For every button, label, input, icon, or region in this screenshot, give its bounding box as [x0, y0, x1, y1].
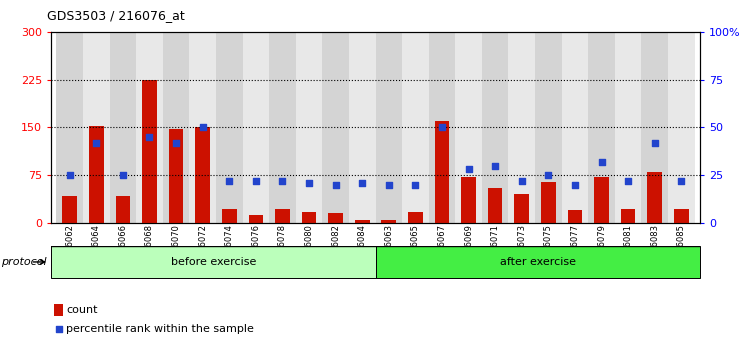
- Bar: [163, 32, 189, 223]
- Bar: [83, 32, 110, 223]
- Bar: [674, 209, 689, 223]
- Bar: [51, 246, 376, 278]
- Bar: [455, 32, 482, 223]
- Bar: [402, 32, 429, 223]
- Bar: [568, 210, 582, 223]
- Bar: [249, 215, 263, 223]
- Bar: [461, 177, 476, 223]
- Bar: [562, 32, 588, 223]
- Bar: [243, 32, 269, 223]
- Bar: [615, 32, 641, 223]
- Point: [303, 180, 315, 186]
- Bar: [541, 182, 556, 223]
- Point: [542, 172, 554, 178]
- Point: [170, 140, 182, 145]
- Bar: [482, 32, 508, 223]
- Bar: [647, 172, 662, 223]
- Bar: [216, 32, 243, 223]
- Bar: [89, 126, 104, 223]
- Text: percentile rank within the sample: percentile rank within the sample: [66, 324, 254, 334]
- Bar: [302, 212, 316, 223]
- Bar: [488, 188, 502, 223]
- Text: GDS3503 / 216076_at: GDS3503 / 216076_at: [47, 9, 185, 22]
- Point: [330, 182, 342, 188]
- Point: [64, 172, 76, 178]
- Bar: [429, 32, 455, 223]
- Point: [596, 159, 608, 165]
- Bar: [621, 209, 635, 223]
- Point: [53, 326, 65, 332]
- Bar: [269, 32, 296, 223]
- Bar: [110, 32, 136, 223]
- Point: [223, 178, 235, 184]
- Bar: [594, 177, 609, 223]
- Point: [409, 182, 421, 188]
- Point: [356, 180, 368, 186]
- Point: [197, 125, 209, 130]
- Bar: [668, 32, 695, 223]
- Point: [436, 125, 448, 130]
- Point: [489, 163, 501, 169]
- Bar: [169, 129, 183, 223]
- Point: [516, 178, 528, 184]
- Bar: [376, 32, 402, 223]
- Bar: [136, 32, 163, 223]
- Point: [649, 140, 661, 145]
- Bar: [275, 209, 290, 223]
- Bar: [508, 32, 535, 223]
- Bar: [142, 80, 157, 223]
- Bar: [55, 304, 63, 316]
- Bar: [588, 32, 615, 223]
- Text: after exercise: after exercise: [499, 257, 576, 267]
- Bar: [56, 32, 83, 223]
- Bar: [435, 121, 449, 223]
- Bar: [408, 212, 423, 223]
- Bar: [641, 32, 668, 223]
- Bar: [535, 32, 562, 223]
- Point: [383, 182, 395, 188]
- Bar: [296, 32, 322, 223]
- Point: [250, 178, 262, 184]
- Bar: [382, 220, 396, 223]
- Bar: [195, 127, 210, 223]
- Bar: [62, 196, 77, 223]
- Bar: [116, 196, 130, 223]
- Point: [276, 178, 288, 184]
- Bar: [222, 209, 237, 223]
- Point: [463, 167, 475, 172]
- Bar: [322, 32, 349, 223]
- Point: [90, 140, 102, 145]
- Bar: [189, 32, 216, 223]
- Text: before exercise: before exercise: [170, 257, 256, 267]
- Point: [143, 134, 155, 140]
- Point: [622, 178, 634, 184]
- Bar: [376, 246, 700, 278]
- Point: [569, 182, 581, 188]
- Bar: [355, 220, 369, 223]
- Bar: [349, 32, 376, 223]
- Bar: [514, 194, 529, 223]
- Point: [117, 172, 129, 178]
- Text: count: count: [66, 305, 98, 315]
- Text: protocol: protocol: [2, 257, 47, 267]
- Point: [675, 178, 687, 184]
- Bar: [328, 213, 343, 223]
